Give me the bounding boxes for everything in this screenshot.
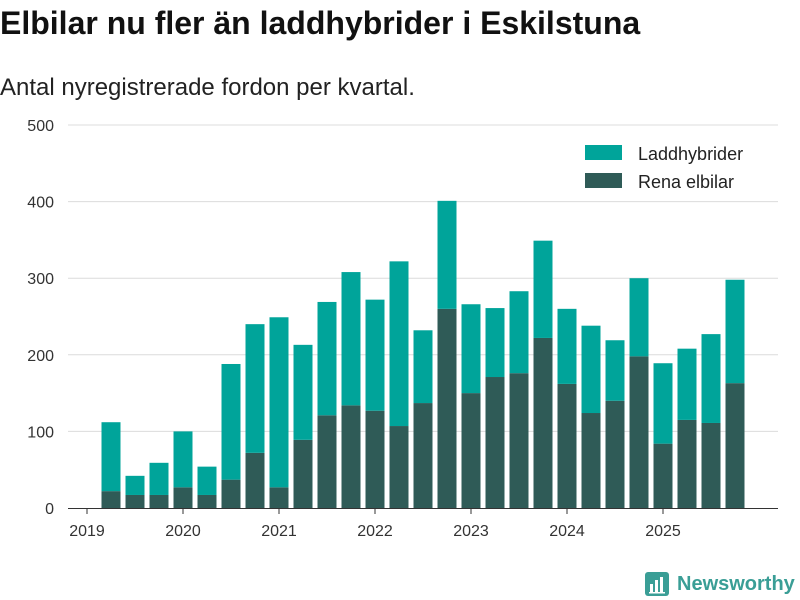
bar-rena-elbilar-2021-01-01 (269, 487, 289, 508)
bar-rena-elbilar-2022-10-01 (437, 308, 457, 508)
bar-laddhybrider-2024-07-01 (605, 340, 625, 401)
bar-laddhybrider-2025-01-01 (653, 363, 673, 444)
bar-laddhybrider-2020-07-01 (221, 363, 241, 480)
bar-laddhybrider-2023-01-01 (461, 304, 481, 394)
bars (101, 200, 745, 508)
bar-laddhybrider-2024-10-01 (629, 278, 649, 357)
bar-rena-elbilar-2020-04-01 (197, 494, 217, 508)
bar-laddhybrider-2022-07-01 (413, 330, 433, 404)
bar-laddhybrider-2020-04-01 (197, 466, 217, 495)
y-tick-label-0: 0 (45, 501, 54, 518)
bar-laddhybrider-2024-04-01 (581, 325, 601, 414)
y-tick-label-300: 300 (27, 271, 54, 288)
bar-rena-elbilar-2025-04-01 (677, 419, 697, 508)
x-tick-label-2021: 2021 (261, 523, 297, 540)
bar-laddhybrider-2020-01-01 (173, 431, 193, 488)
bar-rena-elbilar-2021-07-01 (317, 415, 337, 508)
bar-rena-elbilar-2024-10-01 (629, 356, 649, 508)
bar-rena-elbilar-2022-01-01 (365, 410, 385, 508)
bar-rena-elbilar-2023-07-01 (509, 373, 529, 508)
legend-label-laddhybrider: Laddhybrider (638, 144, 743, 164)
bar-rena-elbilar-2024-04-01 (581, 413, 601, 508)
bar-laddhybrider-2025-10-01 (725, 279, 745, 384)
bar-rena-elbilar-2025-07-01 (701, 422, 721, 508)
bar-laddhybrider-2023-04-01 (485, 308, 505, 378)
y-tick-label-400: 400 (27, 195, 54, 212)
bar-rena-elbilar-2023-04-01 (485, 377, 505, 508)
x-tick-label-2019: 2019 (69, 523, 105, 540)
brand-name: Newsworthy (677, 573, 796, 595)
bar-laddhybrider-2020-10-01 (245, 324, 265, 453)
y-tick-label-100: 100 (27, 424, 54, 441)
legend: Laddhybrider Rena elbilar (585, 144, 743, 192)
bar-rena-elbilar-2019-04-01 (101, 491, 121, 508)
bar-rena-elbilar-2025-01-01 (653, 443, 673, 508)
bar-laddhybrider-2022-10-01 (437, 200, 457, 309)
x-tick-label-2022: 2022 (357, 523, 393, 540)
bar-laddhybrider-2019-04-01 (101, 422, 121, 492)
bar-rena-elbilar-2022-04-01 (389, 426, 409, 508)
bar-laddhybrider-2021-04-01 (293, 344, 313, 440)
bar-rena-elbilar-2019-10-01 (149, 494, 169, 508)
bar-rena-elbilar-2025-10-01 (725, 383, 745, 508)
legend-swatch-laddhybrider (585, 145, 622, 160)
legend-label-rena-elbilar: Rena elbilar (638, 172, 734, 192)
bar-chart-icon (645, 572, 669, 596)
bar-laddhybrider-2021-07-01 (317, 301, 337, 416)
x-tick-label-2025: 2025 (645, 523, 681, 540)
legend-swatch-rena-elbilar (585, 173, 622, 188)
bar-rena-elbilar-2022-07-01 (413, 403, 433, 508)
bar-rena-elbilar-2024-07-01 (605, 400, 625, 508)
newsworthy-logo: Newsworthy (645, 572, 796, 596)
bar-rena-elbilar-2020-10-01 (245, 452, 265, 508)
bar-rena-elbilar-2023-01-01 (461, 393, 481, 508)
bar-laddhybrider-2021-10-01 (341, 272, 361, 406)
bar-laddhybrider-2025-07-01 (701, 334, 721, 423)
bar-rena-elbilar-2023-10-01 (533, 337, 553, 508)
bar-rena-elbilar-2021-10-01 (341, 405, 361, 508)
bar-laddhybrider-2019-07-01 (125, 475, 145, 495)
bar-rena-elbilar-2019-07-01 (125, 494, 145, 508)
bar-rena-elbilar-2020-01-01 (173, 487, 193, 508)
chart-title: Elbilar nu fler än laddhybrider i Eskils… (0, 5, 640, 41)
bar-laddhybrider-2019-10-01 (149, 462, 169, 495)
y-tick-label-200: 200 (27, 348, 54, 365)
chart-subtitle: Antal nyregistrerade fordon per kvartal. (0, 74, 415, 101)
bar-rena-elbilar-2021-04-01 (293, 439, 313, 508)
bar-rena-elbilar-2020-07-01 (221, 479, 241, 508)
x-tick-label-2023: 2023 (453, 523, 489, 540)
x-tick-label-2024: 2024 (549, 523, 585, 540)
bar-laddhybrider-2023-10-01 (533, 240, 553, 338)
x-axis: 2019 2020 2021 2022 2023 2024 2025 (68, 508, 778, 540)
bar-laddhybrider-2024-01-01 (557, 308, 577, 384)
y-axis-labels: 0 100 200 300 400 500 (27, 118, 54, 518)
bar-laddhybrider-2023-07-01 (509, 291, 529, 374)
bar-laddhybrider-2022-01-01 (365, 299, 385, 411)
bar-rena-elbilar-2024-01-01 (557, 383, 577, 508)
bar-laddhybrider-2021-01-01 (269, 317, 289, 488)
x-tick-label-2020: 2020 (165, 523, 201, 540)
y-tick-label-500: 500 (27, 118, 54, 135)
bar-laddhybrider-2025-04-01 (677, 348, 697, 420)
bar-laddhybrider-2022-04-01 (389, 261, 409, 427)
